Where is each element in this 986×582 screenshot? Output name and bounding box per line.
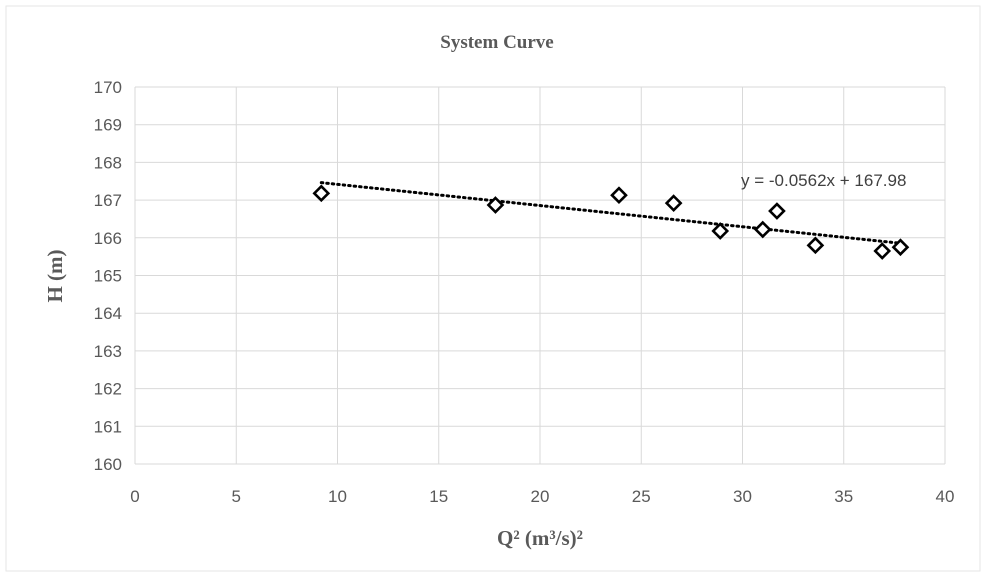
y-tick-label-0: 160 — [94, 455, 122, 474]
x-tick-label-4: 20 — [531, 487, 550, 506]
y-tick-label-10: 170 — [94, 78, 122, 97]
x-tick-label-5: 25 — [632, 487, 651, 506]
data-point-8 — [873, 242, 892, 260]
y-tick-label-2: 162 — [94, 380, 122, 399]
y-tick-labels: 160 161 162 163 164 165 166 167 168 169 170 — [94, 78, 122, 474]
x-axis-label: Q² (m³/s)² — [497, 526, 583, 550]
y-tick-label-9: 169 — [94, 116, 122, 135]
trendline-equation-label: y = -0.0562x + 167.98 — [741, 171, 906, 190]
y-tick-label-6: 166 — [94, 229, 122, 248]
x-tick-label-8: 40 — [936, 487, 955, 506]
x-tick-label-7: 35 — [834, 487, 853, 506]
data-point-0 — [312, 184, 331, 203]
trendline — [319, 181, 902, 245]
grid-lines — [134, 86, 946, 465]
x-tick-label-2: 10 — [328, 487, 347, 506]
data-point-6 — [768, 202, 786, 220]
trendline-group — [319, 181, 902, 245]
x-tick-label-1: 5 — [232, 487, 241, 506]
y-tick-label-4: 164 — [94, 304, 122, 323]
y-tick-label-8: 168 — [94, 153, 122, 172]
chart-border — [5, 5, 981, 572]
data-point-7 — [806, 236, 825, 255]
x-tick-labels: 0 5 10 15 20 25 30 35 40 — [130, 487, 954, 506]
y-tick-label-1: 161 — [94, 417, 122, 436]
data-point-4 — [711, 222, 730, 240]
chart-title: System Curve — [440, 32, 553, 53]
y-tick-label-7: 167 — [94, 191, 122, 210]
data-point-3 — [664, 194, 683, 212]
data-point-1 — [486, 196, 505, 214]
x-tick-label-0: 0 — [130, 487, 139, 506]
data-point-5 — [753, 220, 772, 239]
x-tick-label-6: 30 — [733, 487, 752, 506]
x-tick-label-3: 15 — [429, 487, 448, 506]
y-tick-label-5: 165 — [94, 267, 122, 286]
y-tick-label-3: 163 — [94, 342, 122, 361]
data-point-2 — [610, 186, 628, 205]
data-points — [312, 184, 910, 260]
data-point-9 — [891, 238, 910, 257]
y-axis-label: H (m) — [43, 249, 67, 302]
